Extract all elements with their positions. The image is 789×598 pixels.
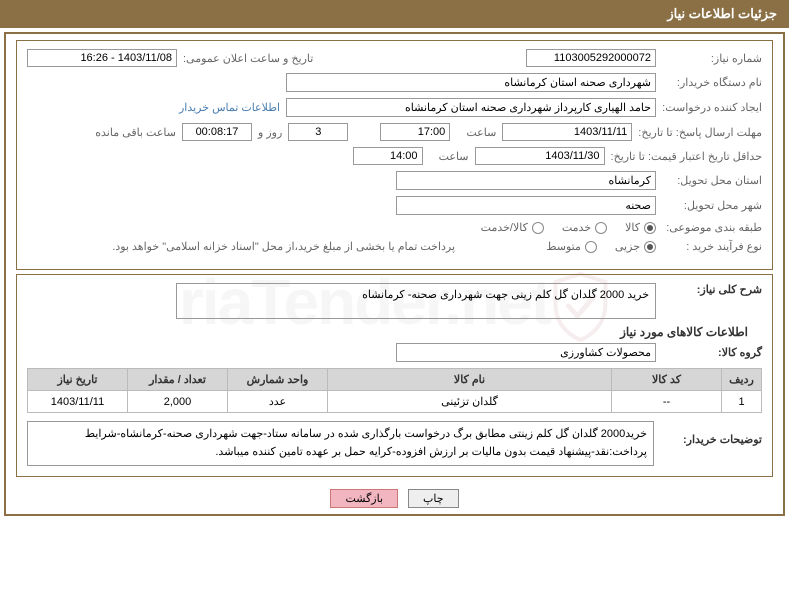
category-radios: کالا خدمت کالا/خدمت <box>481 221 656 234</box>
th-name: نام کالا <box>328 369 612 391</box>
time-label-1: ساعت <box>456 126 496 139</box>
buyer-notes-label: توضیحات خریدار: <box>662 421 762 446</box>
th-code: کد کالا <box>612 369 722 391</box>
days-remaining: 3 <box>288 123 348 141</box>
overall-desc-label: شرح کلی نیاز: <box>662 283 762 296</box>
countdown-value: 00:08:17 <box>182 123 252 141</box>
buyer-notes-value: خرید2000 گلدان گل کلم زینتی مطابق برگ در… <box>27 421 654 466</box>
td-name: گلدان تزئینی <box>328 391 612 413</box>
goods-list-heading: اطلاعات کالاهای مورد نیاز <box>27 325 748 339</box>
deadline-date: 1403/11/11 <box>502 123 632 141</box>
days-and-label: روز و <box>258 126 282 139</box>
back-button[interactable]: بازگشت <box>330 489 398 508</box>
need-number-value: 1103005292000072 <box>526 49 656 67</box>
print-button[interactable]: چاپ <box>408 489 459 508</box>
goods-group-value: محصولات کشاورزی <box>396 343 656 362</box>
td-code: -- <box>612 391 722 413</box>
goods-group-label: گروه کالا: <box>662 346 762 359</box>
validity-time: 14:00 <box>353 147 423 165</box>
requester-value: حامد الهیاری کارپرداز شهرداری صحنه استان… <box>286 98 656 117</box>
radio-dot-icon <box>595 222 607 234</box>
radio-dot-icon <box>644 222 656 234</box>
validity-label: حداقل تاریخ اعتبار قیمت: تا تاریخ: <box>611 150 762 163</box>
panel-title: جزئیات اطلاعات نیاز <box>667 6 777 21</box>
announce-label: تاریخ و ساعت اعلان عمومی: <box>183 52 313 65</box>
radio-medium[interactable]: متوسط <box>546 240 597 253</box>
content-frame: شماره نیاز: 1103005292000072 تاریخ و ساع… <box>4 32 785 516</box>
process-note: پرداخت تمام یا بخشی از مبلغ خرید،از محل … <box>27 240 540 253</box>
remaining-label: ساعت باقی مانده <box>95 126 176 139</box>
th-date: تاریخ نیاز <box>28 369 128 391</box>
th-unit: واحد شمارش <box>228 369 328 391</box>
city-value: صحنه <box>396 196 656 215</box>
th-qty: تعداد / مقدار <box>128 369 228 391</box>
radio-both[interactable]: کالا/خدمت <box>481 221 544 234</box>
deadline-time: 17:00 <box>380 123 450 141</box>
table-header-row: ردیف کد کالا نام کالا واحد شمارش تعداد /… <box>28 369 762 391</box>
items-table: ردیف کد کالا نام کالا واحد شمارش تعداد /… <box>27 368 762 413</box>
validity-date: 1403/11/30 <box>475 147 605 165</box>
th-row: ردیف <box>722 369 762 391</box>
buyer-org-value: شهرداری صحنه استان کرمانشاه <box>286 73 656 92</box>
province-value: کرمانشاه <box>396 171 656 190</box>
button-row: چاپ بازگشت <box>8 481 781 512</box>
deadline-label: مهلت ارسال پاسخ: تا تاریخ: <box>638 126 762 139</box>
panel-header: جزئیات اطلاعات نیاز <box>0 0 789 28</box>
time-label-2: ساعت <box>429 150 469 163</box>
process-radios: جزیی متوسط <box>546 240 656 253</box>
buyer-org-label: نام دستگاه خریدار: <box>662 76 762 89</box>
td-date: 1403/11/11 <box>28 391 128 413</box>
details-group: شرح کلی نیاز: خرید 2000 گلدان گل کلم زین… <box>16 274 773 477</box>
info-group: شماره نیاز: 1103005292000072 تاریخ و ساع… <box>16 40 773 270</box>
buyer-contact-link[interactable]: اطلاعات تماس خریدار <box>179 101 280 114</box>
announce-value: 1403/11/08 - 16:26 <box>27 49 177 67</box>
radio-service[interactable]: خدمت <box>562 221 607 234</box>
radio-dot-icon <box>585 241 597 253</box>
requester-label: ایجاد کننده درخواست: <box>662 101 762 114</box>
td-qty: 2,000 <box>128 391 228 413</box>
need-number-label: شماره نیاز: <box>662 52 762 65</box>
table-row: 1 -- گلدان تزئینی عدد 2,000 1403/11/11 <box>28 391 762 413</box>
category-label: طبقه بندی موضوعی: <box>662 221 762 234</box>
td-row: 1 <box>722 391 762 413</box>
city-label: شهر محل تحویل: <box>662 199 762 212</box>
province-label: استان محل تحویل: <box>662 174 762 187</box>
radio-goods[interactable]: کالا <box>625 221 656 234</box>
overall-desc-value: خرید 2000 گلدان گل کلم زینی جهت شهرداری … <box>176 283 656 319</box>
td-unit: عدد <box>228 391 328 413</box>
process-label: نوع فرآیند خرید : <box>662 240 762 253</box>
radio-dot-icon <box>532 222 544 234</box>
radio-partial[interactable]: جزیی <box>615 240 656 253</box>
radio-dot-icon <box>644 241 656 253</box>
